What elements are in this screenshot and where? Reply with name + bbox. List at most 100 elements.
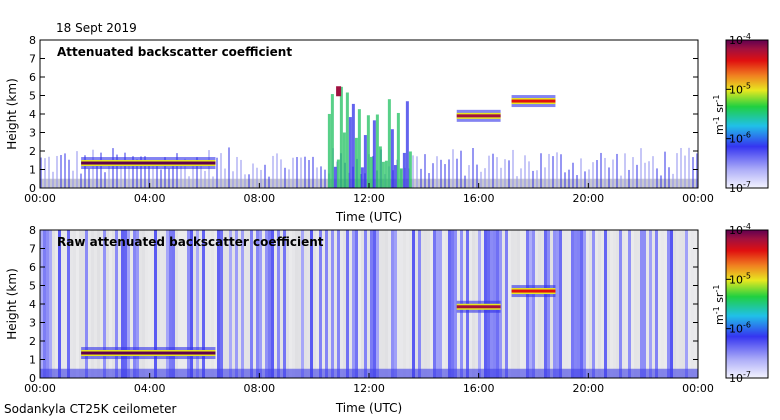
heatmap-cell — [139, 230, 142, 378]
heatmap-cell — [226, 230, 229, 378]
heatmap-cell — [120, 163, 122, 188]
heatmap-cell — [393, 165, 397, 188]
y-tick-label: 1 — [29, 164, 36, 177]
heatmap-cell — [310, 230, 313, 378]
heatmap-cell — [316, 167, 318, 188]
heatmap-cell — [464, 175, 466, 188]
heatmap-cell — [124, 152, 126, 188]
heatmap-cell — [337, 230, 340, 378]
heatmap-cell — [46, 230, 49, 378]
heatmap-cell — [532, 230, 535, 378]
heatmap-cell — [405, 101, 409, 188]
heatmap-cell — [148, 230, 151, 378]
heatmap-cells — [40, 230, 698, 378]
heatmap-cell — [452, 149, 454, 188]
heatmap-cell — [544, 167, 546, 188]
heatmap-cell — [682, 230, 685, 378]
heatmap-cell — [224, 168, 226, 188]
heatmap-cell — [370, 230, 373, 378]
heatmap-cell — [48, 156, 50, 188]
x-tick-label: 00:00 — [24, 382, 56, 395]
heatmap-cell — [520, 230, 523, 378]
heatmap-cell — [622, 230, 625, 378]
heatmap-cell — [55, 230, 58, 378]
heatmap-cell — [156, 164, 158, 188]
heatmap-cell — [184, 230, 187, 378]
heatmap-cell — [300, 157, 302, 188]
heatmap-cell — [60, 155, 62, 188]
heatmap-cell — [366, 115, 370, 188]
heatmap-cell — [140, 156, 142, 188]
heatmap-cell — [316, 230, 319, 378]
colorbar-ticks: 10-4 10-5 10-6 10-7 — [726, 32, 751, 195]
heatmap-cell — [632, 157, 634, 188]
heatmap-cell — [349, 230, 352, 378]
heatmap-cell — [601, 230, 604, 378]
heatmap-cell — [228, 147, 230, 188]
heatmap-cell — [418, 230, 421, 378]
heatmap-cell — [524, 155, 526, 188]
x-tick-label: 16:00 — [463, 382, 495, 395]
x-tick-label: 04:00 — [134, 192, 166, 205]
heatmap-cell — [200, 162, 202, 188]
heatmap-cell — [436, 156, 438, 188]
heatmap-cell — [444, 164, 446, 188]
heatmap-cell — [169, 230, 172, 378]
heatmap-cell — [436, 230, 439, 378]
heatmap-cell — [572, 162, 574, 188]
heatmap-cell — [432, 163, 434, 188]
heatmap-cell — [430, 230, 433, 378]
heatmap-cell — [451, 230, 454, 378]
heatmap-cell — [468, 165, 470, 188]
heatmap-cell — [440, 159, 442, 188]
heatmap-cell — [511, 289, 556, 293]
heatmap-cell — [643, 230, 646, 378]
heatmap-cell — [360, 167, 364, 188]
heatmap-cell — [168, 168, 170, 188]
heatmap-cell — [91, 230, 94, 378]
heatmap-cell — [583, 230, 586, 378]
heatmap-cell — [154, 230, 157, 378]
heatmap-cell — [528, 161, 530, 188]
heatmap-cell — [333, 166, 337, 188]
heatmap-cell — [532, 170, 534, 188]
heatmap-cell — [560, 154, 562, 188]
heatmap-cell — [516, 176, 518, 188]
heatmap-cell — [236, 156, 238, 188]
heatmap-cell — [649, 230, 652, 378]
instrument-label: Sodankyla CT25K ceilometer — [4, 402, 176, 416]
heatmap-cell — [512, 149, 514, 188]
heatmap-cell — [108, 165, 110, 188]
heatmap-cell — [577, 230, 580, 378]
heatmap-cell — [364, 230, 367, 378]
heatmap-cell — [192, 163, 194, 188]
heatmap-cell — [283, 230, 286, 378]
heatmap-cell — [508, 160, 510, 188]
heatmap-cell — [61, 230, 64, 378]
heatmap-cell — [433, 230, 436, 378]
heatmap-cell — [456, 158, 458, 188]
heatmap-cell — [536, 170, 538, 188]
chart-title: Attenuated backscatter coefficient — [57, 45, 292, 59]
y-tick-label: 7 — [29, 243, 36, 256]
heatmap-cell — [355, 230, 358, 378]
heatmap-cell — [668, 167, 670, 188]
heatmap-cell — [265, 230, 268, 378]
colorbar-gradient — [725, 229, 769, 379]
heatmap-cell — [253, 230, 256, 378]
y-tick-label: 8 — [29, 224, 36, 237]
heatmap-cell — [301, 230, 304, 378]
heatmap-cell — [610, 230, 613, 378]
heatmap-cell — [351, 103, 355, 188]
y-tick-label: 0 — [29, 372, 36, 385]
heatmap-cell — [67, 230, 70, 378]
heatmap-cell — [361, 230, 364, 378]
heatmap-cell — [320, 166, 322, 188]
heatmap-cell — [456, 114, 501, 118]
heatmap-cell — [354, 137, 358, 188]
heatmap-cell — [607, 230, 610, 378]
heatmap-cell — [604, 230, 607, 378]
colorbar-tick-label: 10-5 — [729, 271, 751, 286]
heatmap-cell — [115, 230, 118, 378]
heatmap-cell — [634, 230, 637, 378]
